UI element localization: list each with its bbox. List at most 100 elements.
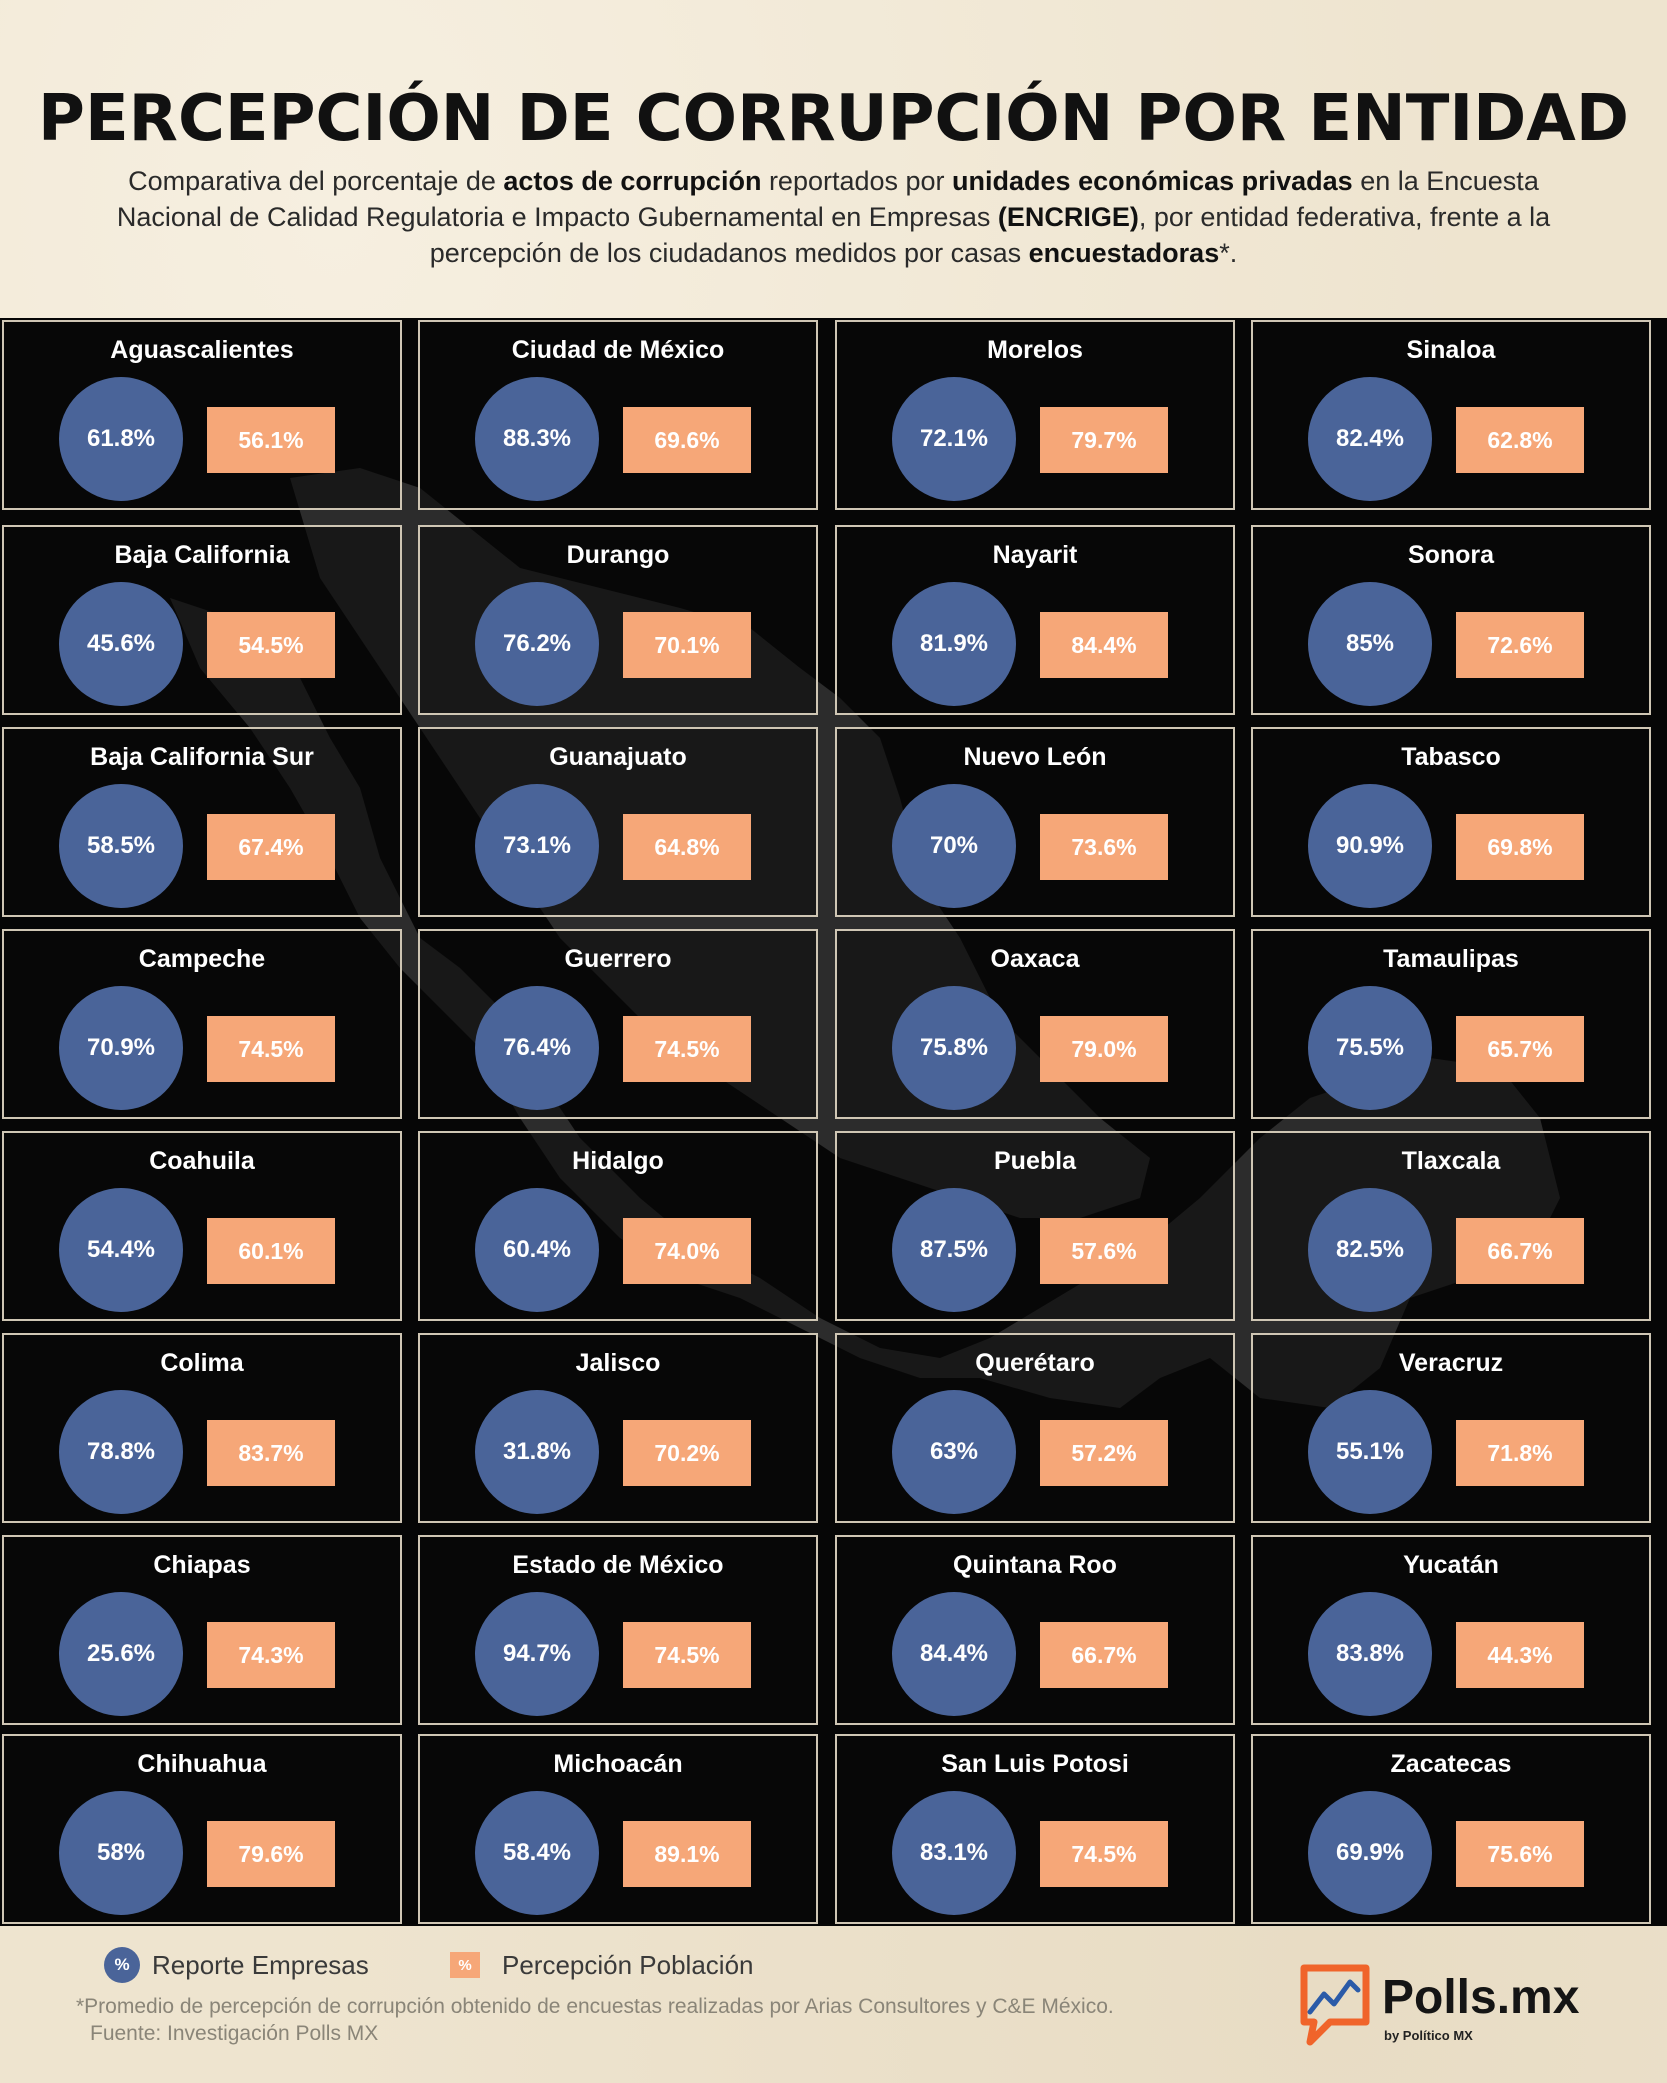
empresas-value-circle: 25.6% xyxy=(59,1592,183,1716)
poblacion-value-box: 74.5% xyxy=(623,1622,751,1688)
state-cell: Tlaxcala 82.5% 66.7% xyxy=(1251,1131,1651,1321)
footnote-text: *Promedio de percepción de corrupción ob… xyxy=(76,1995,1114,2018)
empresas-value-circle: 84.4% xyxy=(892,1592,1016,1716)
poblacion-value-box: 56.1% xyxy=(207,407,335,473)
subtitle-fragment: *. xyxy=(1219,238,1238,268)
empresas-value-circle: 70% xyxy=(892,784,1016,908)
legend-empresas-label: Reporte Empresas xyxy=(152,1949,369,1980)
subtitle-fragment: (ENCRIGE) xyxy=(997,202,1139,232)
legend-poblacion-label: Percepción Población xyxy=(502,1949,754,1980)
state-cell: Michoacán 58.4% 89.1% xyxy=(418,1734,818,1924)
empresas-value-circle: 83.1% xyxy=(892,1791,1016,1915)
empresas-value-circle: 85% xyxy=(1308,582,1432,706)
legend-square-icon: % xyxy=(450,1952,480,1978)
state-cell: Hidalgo 60.4% 74.0% xyxy=(418,1131,818,1321)
state-name: Chiapas xyxy=(153,1551,251,1579)
subtitle-fragment: unidades económicas privadas xyxy=(952,166,1353,196)
state-name: Coahuila xyxy=(149,1147,255,1175)
state-name: Hidalgo xyxy=(572,1147,664,1175)
empresas-value-circle: 63% xyxy=(892,1390,1016,1514)
state-cell: Sinaloa 82.4% 62.8% xyxy=(1251,320,1651,510)
state-cell: Puebla 87.5% 57.6% xyxy=(835,1131,1235,1321)
empresas-value-circle: 75.5% xyxy=(1308,986,1432,1110)
state-name: Chihuahua xyxy=(137,1750,267,1778)
state-cell: Nayarit 81.9% 84.4% xyxy=(835,525,1235,715)
state-cell: Morelos 72.1% 79.7% xyxy=(835,320,1235,510)
source-text: Fuente: Investigación Polls MX xyxy=(90,2022,379,2045)
poblacion-value-box: 57.6% xyxy=(1040,1218,1168,1284)
state-name: Tabasco xyxy=(1401,743,1501,771)
state-name: Guanajuato xyxy=(549,743,687,771)
state-name: Jalisco xyxy=(575,1349,661,1377)
empresas-value-circle: 58.4% xyxy=(475,1791,599,1915)
empresas-value-circle: 72.1% xyxy=(892,377,1016,501)
state-name: Oaxaca xyxy=(990,945,1080,973)
legend-circle-icon: % xyxy=(104,1947,140,1983)
poblacion-value-box: 79.7% xyxy=(1040,407,1168,473)
poblacion-value-box: 70.2% xyxy=(623,1420,751,1486)
state-name: Querétaro xyxy=(975,1349,1095,1377)
empresas-value-circle: 94.7% xyxy=(475,1592,599,1716)
legend-empresas: % Reporte Empresas xyxy=(104,1945,369,1985)
subtitle-fragment: actos de corrupción xyxy=(503,166,762,196)
subtitle-fragment: reportados por xyxy=(761,166,953,196)
state-name: Baja California Sur xyxy=(90,743,314,771)
empresas-value-circle: 54.4% xyxy=(59,1188,183,1312)
empresas-value-circle: 76.4% xyxy=(475,986,599,1110)
chart-bubble-icon xyxy=(1300,1964,1370,2046)
state-cell: Baja California 45.6% 54.5% xyxy=(2,525,402,715)
poblacion-value-box: 69.8% xyxy=(1456,814,1584,880)
state-name: Tamaulipas xyxy=(1383,945,1519,973)
empresas-value-circle: 31.8% xyxy=(475,1390,599,1514)
state-cell: Tamaulipas 75.5% 65.7% xyxy=(1251,929,1651,1119)
poblacion-value-box: 70.1% xyxy=(623,612,751,678)
empresas-value-circle: 90.9% xyxy=(1308,784,1432,908)
state-cell: Guanajuato 73.1% 64.8% xyxy=(418,727,818,917)
state-cell: Quintana Roo 84.4% 66.7% xyxy=(835,1535,1235,1725)
empresas-value-circle: 82.5% xyxy=(1308,1188,1432,1312)
state-name: Durango xyxy=(566,541,670,569)
empresas-value-circle: 82.4% xyxy=(1308,377,1432,501)
state-name: Estado de México xyxy=(512,1551,724,1579)
empresas-value-circle: 83.8% xyxy=(1308,1592,1432,1716)
poblacion-value-box: 83.7% xyxy=(207,1420,335,1486)
poblacion-value-box: 74.3% xyxy=(207,1622,335,1688)
page-title: PERCEPCIÓN DE CORRUPCIÓN POR ENTIDAD xyxy=(38,82,1629,156)
subtitle-fragment: , por entidad federativa, frente a la pe… xyxy=(429,202,1551,268)
state-cell: Oaxaca 75.8% 79.0% xyxy=(835,929,1235,1119)
state-cell: Zacatecas 69.9% 75.6% xyxy=(1251,1734,1651,1924)
state-name: Morelos xyxy=(987,336,1083,364)
empresas-value-circle: 87.5% xyxy=(892,1188,1016,1312)
state-cell: Baja California Sur 58.5% 67.4% xyxy=(2,727,402,917)
state-name: Baja California xyxy=(114,541,290,569)
poblacion-value-box: 73.6% xyxy=(1040,814,1168,880)
state-name: San Luis Potosi xyxy=(941,1750,1129,1778)
state-cell: Coahuila 54.4% 60.1% xyxy=(2,1131,402,1321)
empresas-value-circle: 69.9% xyxy=(1308,1791,1432,1915)
brand-logo[interactable]: Polls.mx by Político MX xyxy=(1296,1962,1636,2052)
state-cell: Chiapas 25.6% 74.3% xyxy=(2,1535,402,1725)
state-cell: Nuevo León 70% 73.6% xyxy=(835,727,1235,917)
poblacion-value-box: 79.6% xyxy=(207,1821,335,1887)
chart-board: Aguascalientes 61.8% 56.1% Baja California 4… xyxy=(0,318,1667,1926)
poblacion-value-box: 64.8% xyxy=(623,814,751,880)
state-cell: Veracruz 55.1% 71.8% xyxy=(1251,1333,1651,1523)
poblacion-value-box: 66.7% xyxy=(1040,1622,1168,1688)
empresas-value-circle: 73.1% xyxy=(475,784,599,908)
poblacion-value-box: 62.8% xyxy=(1456,407,1584,473)
page-subtitle: Comparativa del porcentaje de actos de c… xyxy=(80,163,1587,271)
empresas-value-circle: 55.1% xyxy=(1308,1390,1432,1514)
empresas-value-circle: 70.9% xyxy=(59,986,183,1110)
poblacion-value-box: 84.4% xyxy=(1040,612,1168,678)
state-name: Michoacán xyxy=(553,1750,683,1778)
state-name: Guerrero xyxy=(564,945,672,973)
empresas-value-circle: 76.2% xyxy=(475,582,599,706)
subtitle-fragment: Comparativa del porcentaje de xyxy=(128,166,504,196)
empresas-value-circle: 58.5% xyxy=(59,784,183,908)
state-cell: Ciudad de México 88.3% 69.6% xyxy=(418,320,818,510)
state-cell: Colima 78.8% 83.7% xyxy=(2,1333,402,1523)
state-cell: Tabasco 90.9% 69.8% xyxy=(1251,727,1651,917)
poblacion-value-box: 71.8% xyxy=(1456,1420,1584,1486)
poblacion-value-box: 74.0% xyxy=(623,1218,751,1284)
poblacion-value-box: 44.3% xyxy=(1456,1622,1584,1688)
